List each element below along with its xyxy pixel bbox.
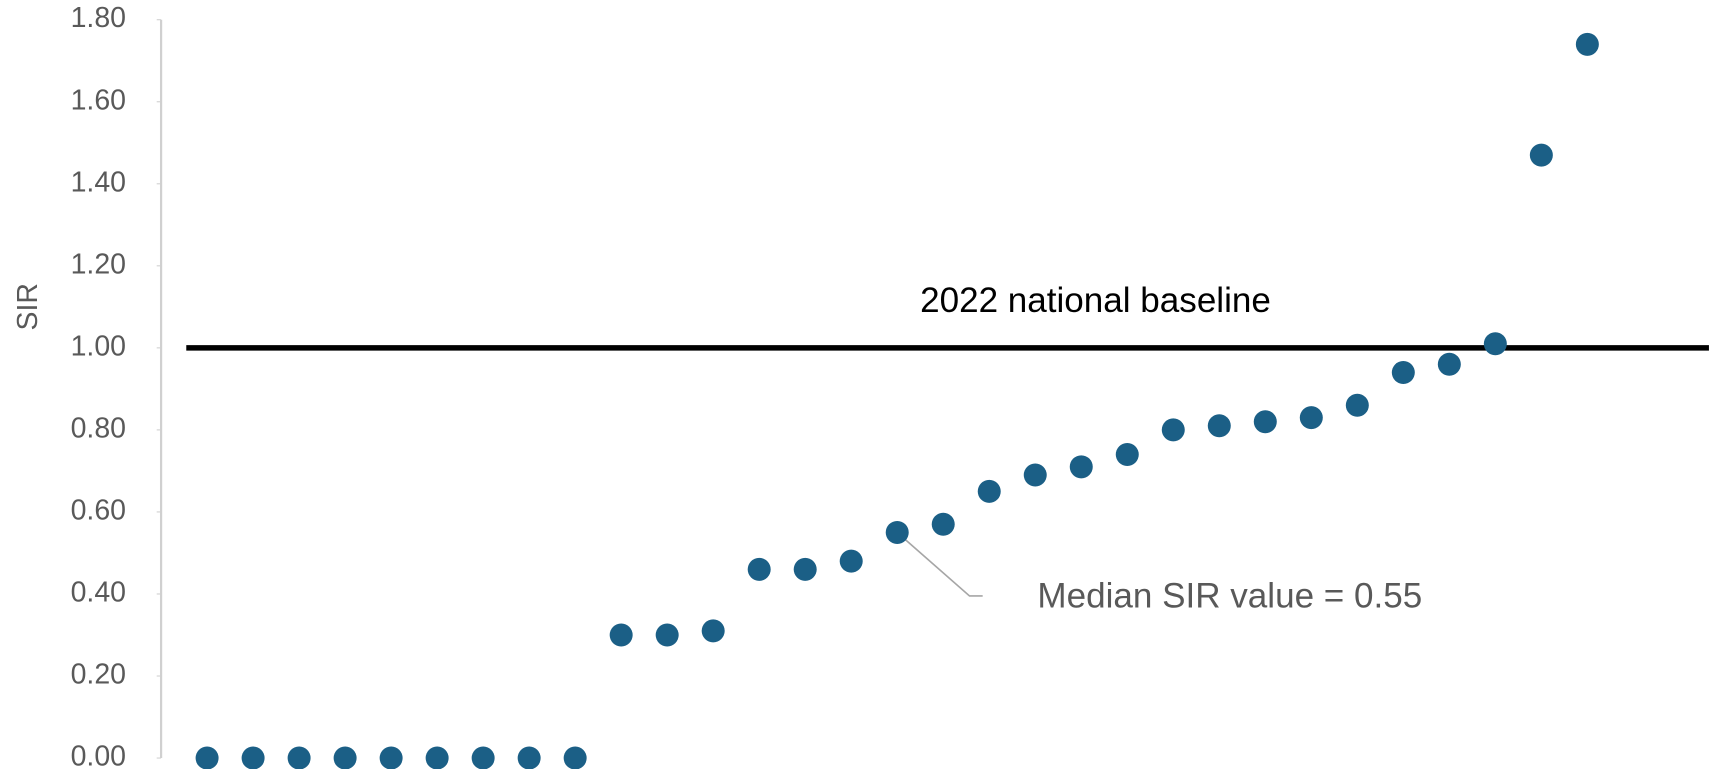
point — [885, 520, 909, 544]
point — [793, 557, 817, 581]
point — [1529, 143, 1553, 167]
point — [471, 746, 495, 769]
point — [1115, 443, 1139, 467]
reference-label: 2022 national baseline — [920, 281, 1271, 320]
point — [1161, 418, 1185, 442]
point — [517, 746, 541, 769]
point — [379, 746, 403, 769]
point — [1023, 463, 1047, 487]
point — [609, 623, 633, 647]
annotation-leader — [896, 531, 983, 597]
y-axis-title: SIR — [12, 283, 44, 330]
point — [1069, 455, 1093, 479]
point — [747, 557, 771, 581]
point — [287, 746, 311, 769]
y-tick-label: 1.20 — [71, 248, 126, 280]
point — [241, 746, 265, 769]
point — [655, 623, 679, 647]
point — [1299, 406, 1323, 430]
point — [839, 549, 863, 573]
point — [1345, 393, 1369, 417]
y-tick-label: 1.80 — [71, 2, 126, 34]
y-tick-label: 1.60 — [71, 84, 126, 116]
point — [333, 746, 357, 769]
y-tick-label: 0.00 — [71, 741, 126, 769]
point — [977, 479, 1001, 503]
point — [1207, 414, 1231, 438]
point — [1575, 32, 1599, 56]
y-tick-label: 0.40 — [71, 576, 126, 608]
y-tick-label: 1.00 — [71, 330, 126, 362]
y-tick-label: 1.40 — [71, 166, 126, 198]
point — [701, 619, 725, 643]
point — [1391, 360, 1415, 384]
point — [563, 746, 587, 769]
point — [1253, 410, 1277, 434]
annotation: Median SIR value = 0.55 — [1037, 576, 1422, 615]
point — [425, 746, 449, 769]
y-tick-label: 0.20 — [71, 659, 126, 691]
point — [1437, 352, 1461, 376]
y-tick-label: 0.60 — [71, 494, 126, 526]
point — [1483, 332, 1507, 356]
point — [931, 512, 955, 536]
y-tick-label: 0.80 — [71, 412, 126, 444]
point — [195, 746, 219, 769]
